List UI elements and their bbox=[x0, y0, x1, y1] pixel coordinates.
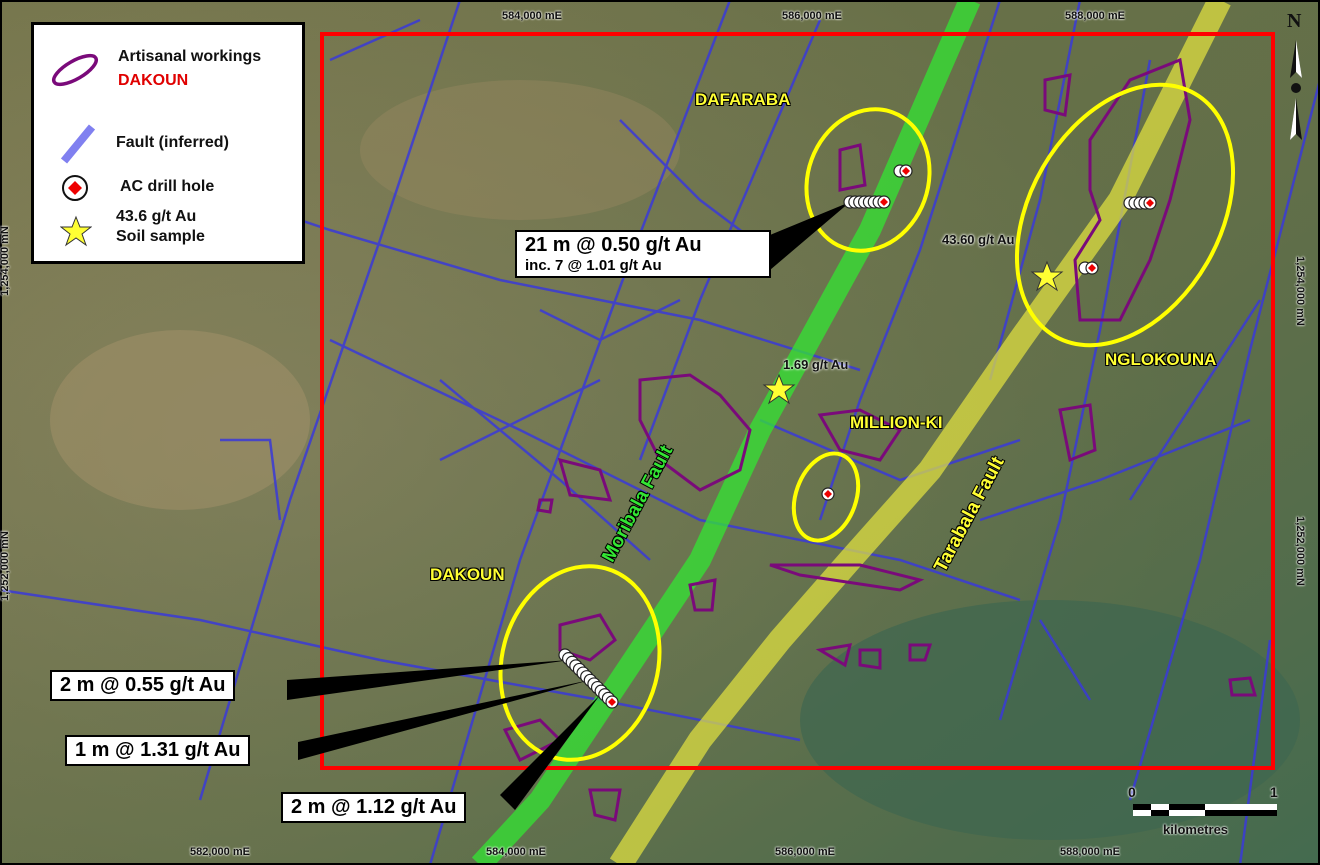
soil-value-nglokouna: 43.60 g/t Au bbox=[942, 232, 1015, 247]
drill-hole-marker bbox=[824, 490, 832, 498]
grid-label-left: 1,252,000 mN bbox=[0, 531, 11, 601]
project-boundary bbox=[320, 32, 1275, 770]
callout-dafaraba-line1: 21 m @ 0.50 g/t Au bbox=[525, 234, 702, 256]
drill-hole-marker bbox=[1146, 199, 1154, 207]
soil-sample-star-icon bbox=[1030, 260, 1064, 292]
grid-label-right: 1,252,000 mN bbox=[1293, 516, 1306, 586]
legend-drill-label: AC drill hole bbox=[120, 178, 215, 195]
drill-hole-marker bbox=[902, 167, 910, 175]
grid-label-bottom: 584,000 mE bbox=[486, 846, 546, 858]
artisanal-workings-icon bbox=[51, 53, 99, 87]
scale-end: 1 bbox=[1270, 784, 1278, 800]
legend-fault-label: Fault (inferred) bbox=[116, 134, 229, 151]
drill-hole-marker bbox=[608, 698, 616, 706]
fault-icon bbox=[60, 124, 96, 164]
callout-dafaraba: 21 m @ 0.50 g/t Au inc. 7 @ 1.01 g/t Au bbox=[515, 230, 771, 278]
drill-hole-marker bbox=[1088, 264, 1096, 272]
grid-label-bottom: 586,000 mE bbox=[775, 846, 835, 858]
bare-ground bbox=[50, 330, 310, 510]
moribala-fault-band bbox=[471, 0, 981, 865]
place-nglokouna: NGLOKOUNA bbox=[1105, 350, 1217, 369]
drill-hole-icon bbox=[62, 175, 88, 201]
dakoun-target bbox=[498, 564, 662, 762]
dafaraba-target bbox=[804, 107, 932, 253]
grid-label-top: 584,000 mE bbox=[502, 10, 562, 22]
grid-label-top: 588,000 mE bbox=[1065, 10, 1125, 22]
legend-soil-line1: 43.6 g/t Au bbox=[116, 208, 197, 225]
grid-label-right: 1,254,000 mN bbox=[1293, 256, 1306, 326]
callout-dakoun-1: 2 m @ 0.55 g/t Au bbox=[50, 670, 236, 701]
north-label: N bbox=[1287, 10, 1302, 32]
scale-start: 0 bbox=[1128, 784, 1136, 800]
north-arrow-icon bbox=[1290, 40, 1302, 140]
grid-label-left: 1,254,000 mN bbox=[0, 226, 11, 296]
bare-ground bbox=[360, 80, 680, 220]
callout-dakoun-3: 2 m @ 1.12 g/t Au bbox=[281, 792, 467, 823]
grid-label-bottom: 582,000 mE bbox=[190, 846, 250, 858]
ac-drill-holes bbox=[558, 164, 1157, 709]
place-dafaraba: DAFARABA bbox=[695, 90, 791, 109]
place-million-ki: MILLION-KI bbox=[850, 413, 943, 432]
tarabala-fault-band bbox=[609, 0, 1231, 865]
drill-hole-marker bbox=[880, 198, 888, 206]
legend: Artisanal workings DAKOUN Fault (inferre… bbox=[31, 22, 305, 264]
legend-artisanal-label: Artisanal workings bbox=[118, 48, 262, 65]
grid-label-bottom: 588,000 mE bbox=[1060, 846, 1120, 858]
grid-label-top: 586,000 mE bbox=[782, 10, 842, 22]
place-dakoun: DAKOUN bbox=[430, 565, 505, 584]
target-ellipses bbox=[498, 82, 1236, 762]
callout-pointers bbox=[287, 202, 850, 810]
legend-soil-line2: Soil sample bbox=[116, 228, 205, 245]
scale-unit: kilometres bbox=[1163, 822, 1229, 837]
soil-sample-star-icon bbox=[762, 373, 796, 405]
callout-dakoun-2: 1 m @ 1.31 g/t Au bbox=[65, 735, 251, 766]
legend-dakoun-label: DAKOUN bbox=[118, 72, 189, 89]
scale-bar bbox=[1133, 804, 1277, 816]
soil-star-icon bbox=[60, 215, 92, 247]
nglokouna-target bbox=[1014, 82, 1236, 348]
million-ki-target bbox=[791, 451, 861, 543]
soil-value-central: 1.69 g/t Au bbox=[783, 357, 849, 372]
callout-dafaraba-line2: inc. 7 @ 1.01 g/t Au bbox=[525, 257, 662, 274]
